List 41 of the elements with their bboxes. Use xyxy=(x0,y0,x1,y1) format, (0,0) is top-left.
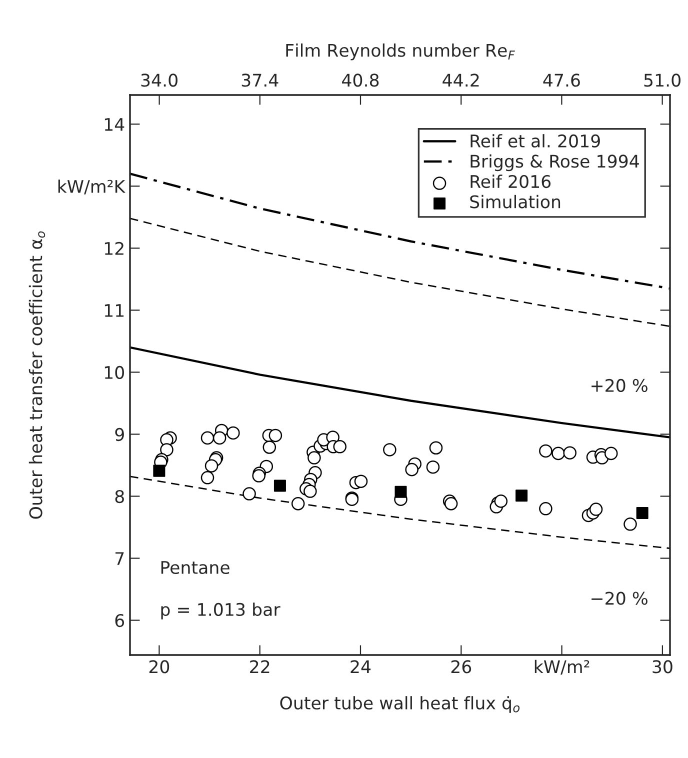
x-tick-label: kW/m² xyxy=(534,660,590,675)
line-series xyxy=(130,476,670,550)
annotation: p = 1.013 bar xyxy=(161,602,280,620)
point xyxy=(636,506,648,519)
annotation: +20 % xyxy=(592,378,648,392)
annotation: −20 % xyxy=(592,592,648,605)
x2-axis-title: Film Reynolds number Re$_{F}$ xyxy=(286,43,515,60)
line-series xyxy=(130,172,670,290)
point xyxy=(394,486,407,498)
y-tick-label: kW/m²K xyxy=(58,180,126,194)
x2-tick-label: 44.2 xyxy=(442,74,479,87)
point xyxy=(153,464,166,477)
y-tick-label: 11 xyxy=(104,304,124,317)
y-axis-title: Outer heat transfer coefficient α$_{o}$ xyxy=(28,231,46,519)
y-tick-label: 8 xyxy=(115,490,124,504)
x-tick-label: 26 xyxy=(451,660,472,674)
legend-label: Briggs & Rose 1994 xyxy=(470,154,639,172)
x2-tick-label: 47.6 xyxy=(543,74,580,87)
legend-label: Reif et al. 2019 xyxy=(470,134,600,148)
x2-tick-label: 40.8 xyxy=(342,74,379,87)
point xyxy=(516,490,528,502)
x-tick-label: 30 xyxy=(652,660,672,674)
x-axis-title: Outer tube wall heat flux q̇$_{o}$ xyxy=(280,696,520,713)
y-tick-label: 9 xyxy=(115,428,124,442)
x2-tick-label: 37.4 xyxy=(242,74,278,87)
line-series xyxy=(130,218,670,328)
y-tick-label: 12 xyxy=(104,242,124,255)
x2-tick-label: 51.0 xyxy=(644,74,680,87)
x2-tick-label: 34.0 xyxy=(141,74,178,87)
annotation: Pentane xyxy=(161,561,230,574)
x-tick-label: 24 xyxy=(350,660,371,674)
point xyxy=(274,480,286,492)
legend-label: Simulation xyxy=(470,194,560,208)
y-tick-label: 10 xyxy=(104,366,124,380)
y-tick-label: 7 xyxy=(116,552,124,565)
x-tick-label: 22 xyxy=(250,660,270,674)
line-series xyxy=(130,346,670,438)
x-tick-label: 20 xyxy=(149,660,170,674)
y-tick-label: 6 xyxy=(115,614,124,628)
y-tick-label: 14 xyxy=(104,118,124,131)
legend-label: Reif 2016 xyxy=(470,174,551,188)
